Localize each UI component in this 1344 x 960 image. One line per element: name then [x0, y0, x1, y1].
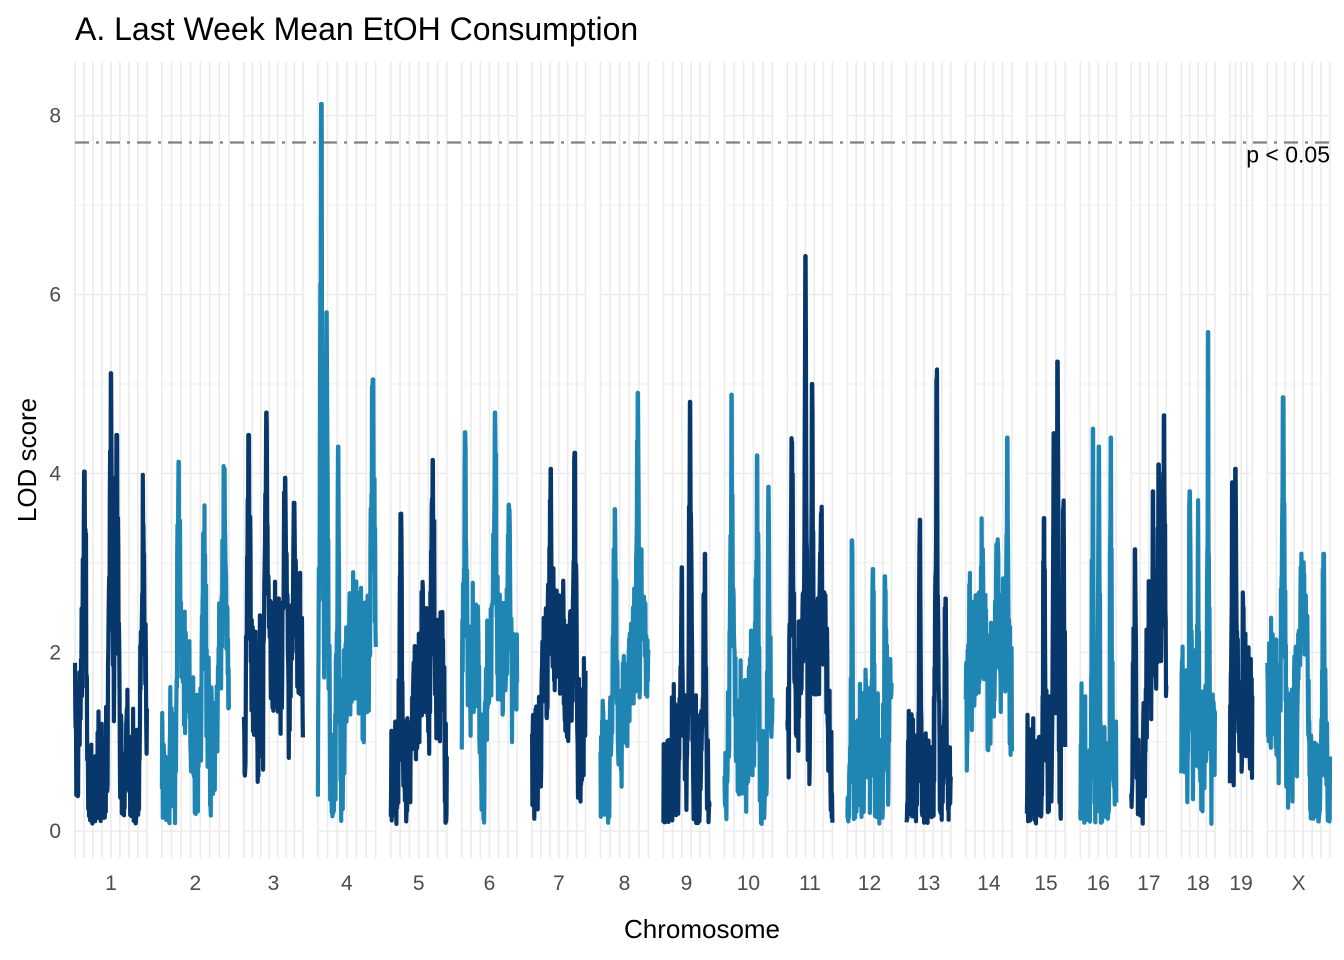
chart-title: A. Last Week Mean EtOH Consumption [75, 11, 638, 47]
x-tick-label: 13 [917, 872, 940, 895]
x-tick-label: 1 [105, 872, 117, 895]
x-tick-label: 14 [977, 872, 1001, 895]
x-tick-label: X [1292, 872, 1306, 895]
lod-series-chr-4 [315, 101, 378, 823]
x-tick-label: 8 [619, 872, 631, 895]
lod-series-chr-11 [785, 254, 835, 823]
x-tick-label: 15 [1034, 872, 1057, 895]
y-tick-label: 8 [49, 105, 61, 128]
threshold-layer: p < 0.05 [75, 141, 1330, 167]
lod-series-chr-1 [72, 371, 149, 826]
lod-series-chr-10 [722, 392, 775, 826]
y-tick-label: 6 [49, 284, 61, 307]
lod-lines [72, 101, 1333, 826]
lod-series-chr-12 [845, 538, 894, 826]
lod-series-chr-14 [963, 435, 1014, 773]
x-tick-label: 6 [484, 872, 496, 895]
lod-series-chr-19 [1227, 466, 1255, 788]
x-axis-ticks: 1 2 3 4 5 6 7 8 9 10 11 12 13 14 15 16 17 18 19 X [105, 872, 1306, 895]
lod-series-chr-7 [530, 450, 588, 821]
lod-series-chr-8 [598, 390, 651, 825]
x-tick-label: 17 [1137, 872, 1160, 895]
y-axis-ticks: 0 2 4 6 8 [49, 105, 61, 844]
x-tick-label: 16 [1087, 872, 1110, 895]
x-tick-label: 10 [737, 872, 760, 895]
lod-series-chr-18 [1179, 330, 1217, 826]
x-tick-label: 7 [553, 872, 565, 895]
x-tick-label: 19 [1229, 872, 1252, 895]
lod-series-chr-15 [1024, 359, 1068, 826]
y-axis-label: LOD score [12, 398, 42, 522]
x-axis-label: Chromosome [624, 914, 780, 944]
lod-series-chr-3 [241, 410, 305, 784]
y-tick-label: 0 [49, 820, 61, 843]
lod-series-chr-2 [159, 459, 231, 826]
x-tick-label: 2 [190, 872, 202, 895]
x-tick-label: 18 [1186, 872, 1209, 895]
x-tick-label: 3 [268, 872, 280, 895]
lod-series-chr-6 [459, 410, 520, 825]
lod-series-chr-5 [388, 457, 449, 826]
lod-series-chr-9 [661, 399, 712, 826]
lod-series-chr-17 [1129, 413, 1169, 826]
y-tick-label: 2 [49, 641, 61, 664]
y-tick-label: 4 [49, 462, 61, 485]
lod-series-chr-X [1265, 395, 1333, 824]
x-tick-label: 11 [799, 872, 821, 895]
x-tick-label: 9 [681, 872, 693, 895]
threshold-label: p < 0.05 [1246, 141, 1330, 167]
lod-series-chr-16 [1078, 426, 1119, 825]
x-tick-label: 4 [341, 872, 353, 895]
lod-series-chr-13 [904, 367, 953, 825]
x-tick-label: 5 [413, 872, 425, 895]
x-tick-label: 12 [858, 872, 881, 895]
